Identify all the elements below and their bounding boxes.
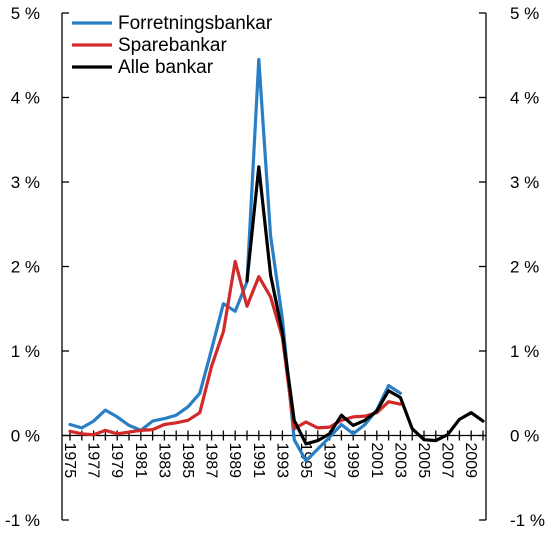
x-tick-label: 2005 — [415, 443, 432, 479]
x-tick-label: 2007 — [439, 443, 456, 479]
y-tick-label-right: -1 % — [510, 511, 545, 530]
legend-label: Sparebankar — [118, 35, 227, 56]
y-tick-label-left: -1 % — [5, 511, 40, 530]
x-tick-label: 1993 — [273, 443, 290, 479]
y-tick-label-left: 2 % — [11, 258, 40, 277]
x-tick-label: 1991 — [250, 443, 267, 479]
x-tick-label: 1987 — [203, 443, 220, 479]
series-line-sparebankar — [68, 259, 402, 437]
legend-label: Alle bankar — [118, 57, 214, 78]
x-tick-label: 1981 — [132, 443, 149, 479]
y-tick-label-right: 1 % — [510, 342, 539, 361]
x-tick-label: 1985 — [179, 443, 196, 479]
y-tick-label-right: 0 % — [510, 427, 539, 446]
x-tick-label: 1999 — [344, 443, 361, 479]
y-tick-label-right: 3 % — [510, 173, 539, 192]
y-tick-label-right: 5 % — [510, 4, 539, 23]
x-tick-label: 1997 — [321, 443, 338, 479]
series-layer — [68, 57, 485, 463]
y-tick-label-right: 2 % — [510, 258, 539, 277]
x-tick-label: 1977 — [85, 443, 102, 479]
x-tick-label: 2009 — [462, 443, 479, 479]
y-tick-label-left: 1 % — [11, 342, 40, 361]
legend-label: Forretningsbankar — [118, 13, 273, 34]
x-tick-label: 1975 — [61, 443, 78, 479]
y-tick-label-right: 4 % — [510, 89, 539, 108]
y-tick-label-left: 4 % — [11, 89, 40, 108]
x-tick-label: 2003 — [391, 443, 408, 479]
y-tick-label-left: 3 % — [11, 173, 40, 192]
series-line-alle-bankar — [245, 165, 485, 446]
x-tick-label: 1979 — [108, 443, 125, 479]
axes: 5 % 5 % 4 % 4 % 3 % 3 % 2 % 2 % 1 % 1 % 0 % 0 % -1 %… — [5, 4, 545, 530]
series-line-forretningsbankar — [68, 57, 402, 463]
x-tick-label: 1989 — [226, 443, 243, 479]
x-tick-label: 2001 — [368, 443, 385, 479]
y-tick-label-left: 5 % — [11, 4, 40, 23]
y-tick-label-left: 0 % — [11, 427, 40, 446]
x-tick-label: 1983 — [155, 443, 172, 479]
